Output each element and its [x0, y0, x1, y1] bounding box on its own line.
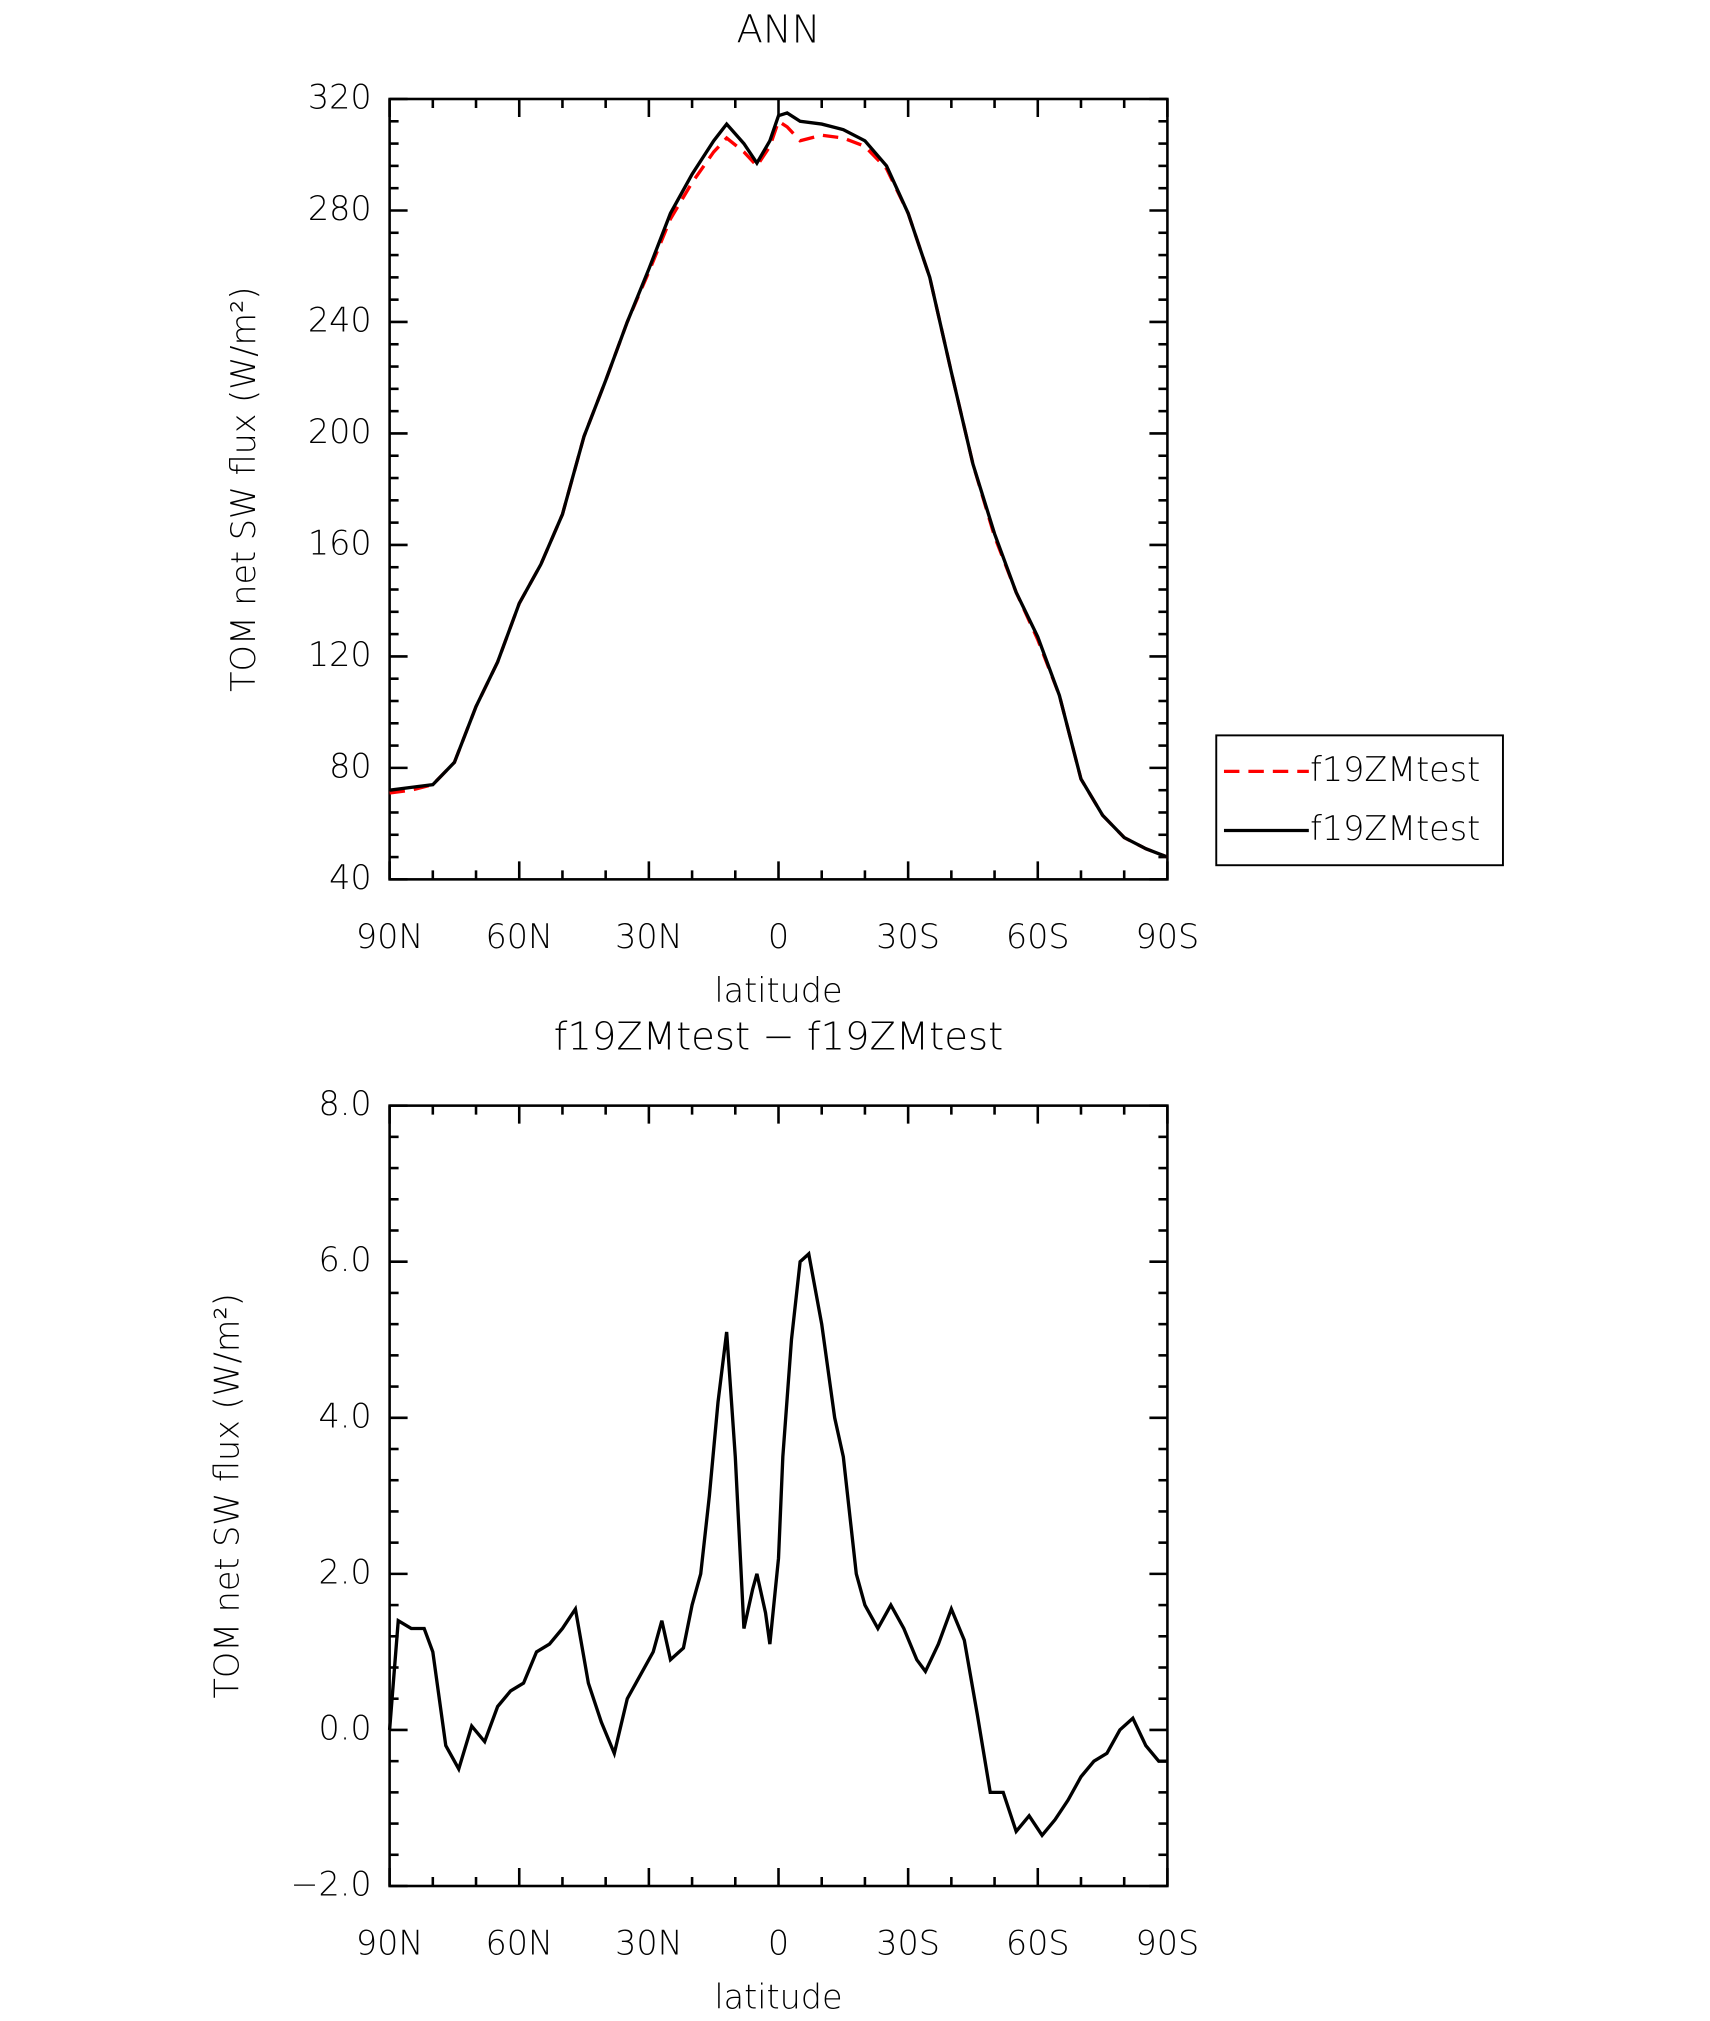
y-tick-label: 80: [329, 746, 372, 785]
y-tick-label: 4.0: [318, 1396, 371, 1435]
chart-title: ANN: [736, 8, 820, 53]
y-tick-label: 200: [308, 412, 372, 451]
x-tick-label: 90S: [1136, 917, 1200, 956]
y-tick-label: 320: [308, 77, 372, 116]
x-tick-label: 30S: [876, 917, 940, 956]
data-line: [387, 1250, 1168, 1839]
legend-box: [1215, 734, 1504, 867]
y-tick-label: 2.0: [318, 1552, 371, 1591]
y-tick-label: 0.0: [318, 1708, 371, 1747]
y-tick-label: 6.0: [318, 1240, 371, 1279]
x-tick-label: 90S: [1136, 1924, 1200, 1963]
axes: [388, 97, 1169, 881]
x-axis-label: latitude: [714, 1978, 842, 2017]
legend-label: f19ZMtest: [1310, 750, 1480, 789]
plot-frame: [388, 1104, 1169, 1888]
x-tick-label: 60S: [1006, 1924, 1070, 1963]
data-line: [389, 111, 1169, 859]
y-tick-label: 160: [308, 523, 372, 562]
axes: [388, 1104, 1169, 1888]
data-line: [389, 118, 1169, 859]
x-tick-label: 60S: [1006, 917, 1070, 956]
x-tick-label: 30N: [615, 917, 683, 956]
y-axis-label: TOM net SW flux (W/m²): [224, 287, 263, 692]
x-tick-label: 60N: [485, 1924, 553, 1963]
x-tick-label: 30S: [876, 1924, 940, 1963]
x-tick-label: 60N: [485, 917, 553, 956]
y-tick-label: 120: [308, 635, 372, 674]
plot-frame: [388, 97, 1169, 881]
y-tick-label: 280: [308, 189, 372, 228]
y-axis-label: TOM net SW flux (W/m²): [207, 1293, 246, 1698]
chart-title: f19ZMtest − f19ZMtest: [554, 1014, 1003, 1059]
x-tick-label: 90N: [356, 917, 424, 956]
y-tick-label: 8.0: [318, 1084, 371, 1123]
legend-label: f19ZMtest: [1310, 809, 1480, 848]
y-tick-label: 40: [329, 858, 372, 897]
x-tick-label: 0: [768, 917, 789, 956]
y-tick-label: 240: [308, 300, 372, 339]
x-tick-label: 90N: [356, 1924, 424, 1963]
x-tick-label: 30N: [615, 1924, 683, 1963]
y-tick-label: −2.0: [290, 1865, 371, 1904]
x-axis-label: latitude: [714, 971, 842, 1010]
x-tick-label: 0: [768, 1924, 789, 1963]
